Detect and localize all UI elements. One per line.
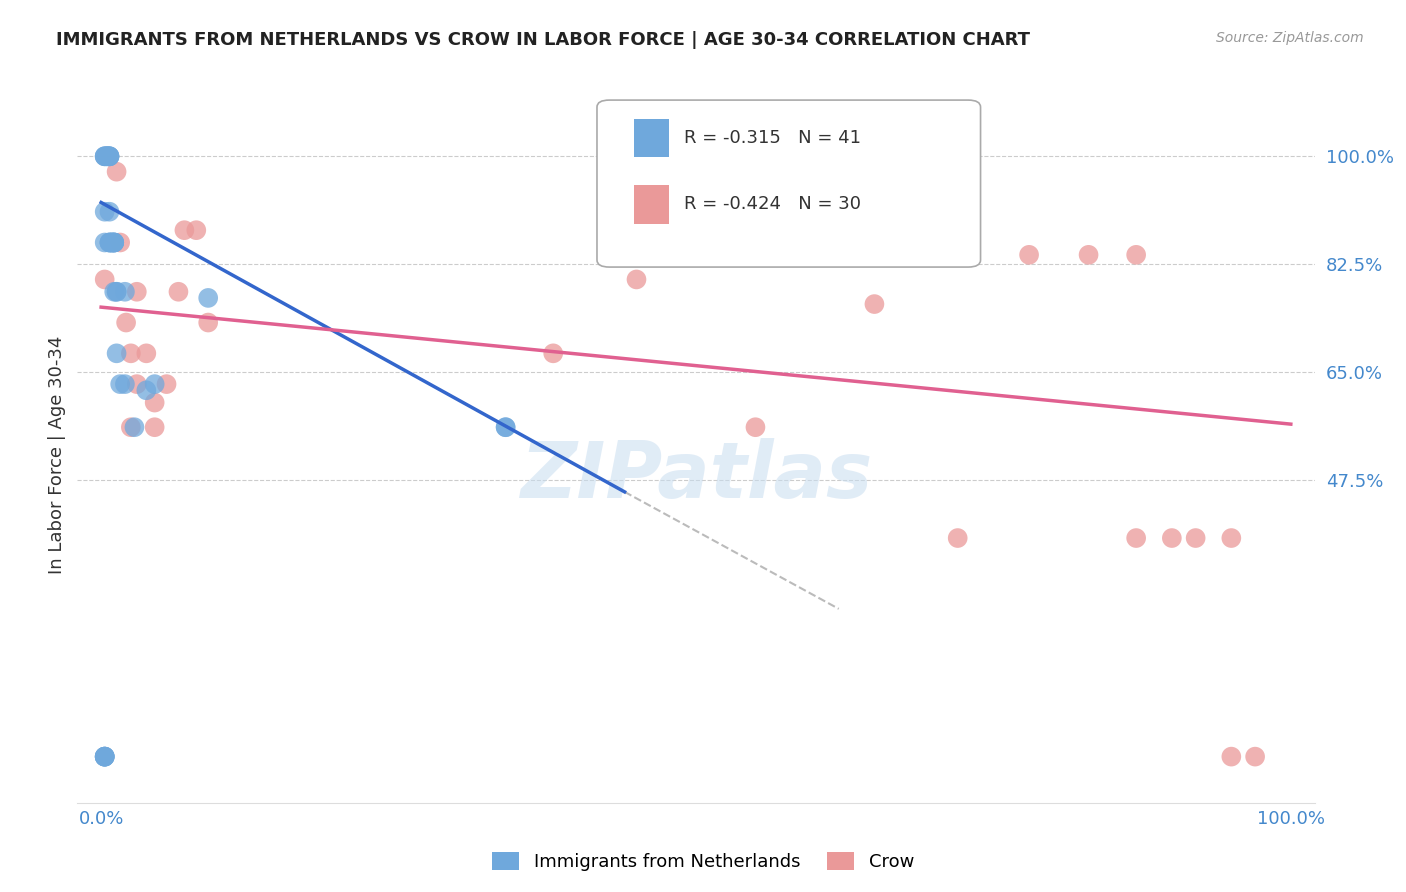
Legend: Immigrants from Netherlands, Crow: Immigrants from Netherlands, Crow [485,845,921,879]
Point [197,291,219,305]
Point [101,235,124,250]
Point [101,235,124,250]
Point [98,149,121,163]
Point [1077,248,1099,262]
Point [863,297,886,311]
Point [105,285,128,299]
Point [1160,531,1182,545]
Point [626,272,648,286]
Point [108,377,131,392]
Point [93,749,115,764]
Point [103,235,125,250]
Point [495,420,517,434]
Point [93,149,115,163]
Point [1125,531,1147,545]
Point [93,749,115,764]
Point [93,272,115,286]
Point [1184,531,1206,545]
Point [1018,248,1040,262]
Point [744,420,766,434]
Point [105,164,128,178]
Point [101,235,124,250]
Point [946,531,969,545]
FancyBboxPatch shape [634,186,669,224]
Point [1220,749,1243,764]
Point [105,346,128,360]
Point [93,204,115,219]
Point [103,235,125,250]
Point [103,235,125,250]
Point [98,149,121,163]
Point [114,285,136,299]
Point [98,204,121,219]
Text: ZIPatlas: ZIPatlas [520,438,872,514]
Point [120,420,142,434]
Point [135,346,157,360]
Point [103,285,125,299]
Point [173,223,195,237]
FancyBboxPatch shape [598,100,980,267]
Point [1220,531,1243,545]
Point [197,316,219,330]
Point [108,235,131,250]
Point [96,149,118,163]
FancyBboxPatch shape [634,120,669,158]
Point [1244,749,1267,764]
Point [167,285,190,299]
Text: R = -0.424   N = 30: R = -0.424 N = 30 [683,195,860,213]
Point [105,285,128,299]
Point [495,420,517,434]
Point [125,285,148,299]
Point [120,346,142,360]
Point [96,149,118,163]
Point [1125,248,1147,262]
Point [135,384,157,398]
Point [93,149,115,163]
Point [143,420,166,434]
Point [541,346,564,360]
Point [186,223,208,237]
Point [93,749,115,764]
Text: Source: ZipAtlas.com: Source: ZipAtlas.com [1216,31,1364,45]
Point [143,377,166,392]
Point [98,235,121,250]
Point [155,377,177,392]
Point [98,149,121,163]
Point [93,149,115,163]
Y-axis label: In Labor Force | Age 30-34: In Labor Force | Age 30-34 [48,335,66,574]
Point [114,377,136,392]
Point [103,235,125,250]
Point [93,749,115,764]
Text: R = -0.315   N = 41: R = -0.315 N = 41 [683,129,860,147]
Point [125,377,148,392]
Point [98,235,121,250]
Point [98,235,121,250]
Point [98,149,121,163]
Point [93,235,115,250]
Point [124,420,146,434]
Point [96,149,118,163]
Point [115,316,138,330]
Point [93,749,115,764]
Point [143,395,166,409]
Text: IMMIGRANTS FROM NETHERLANDS VS CROW IN LABOR FORCE | AGE 30-34 CORRELATION CHART: IMMIGRANTS FROM NETHERLANDS VS CROW IN L… [56,31,1031,49]
